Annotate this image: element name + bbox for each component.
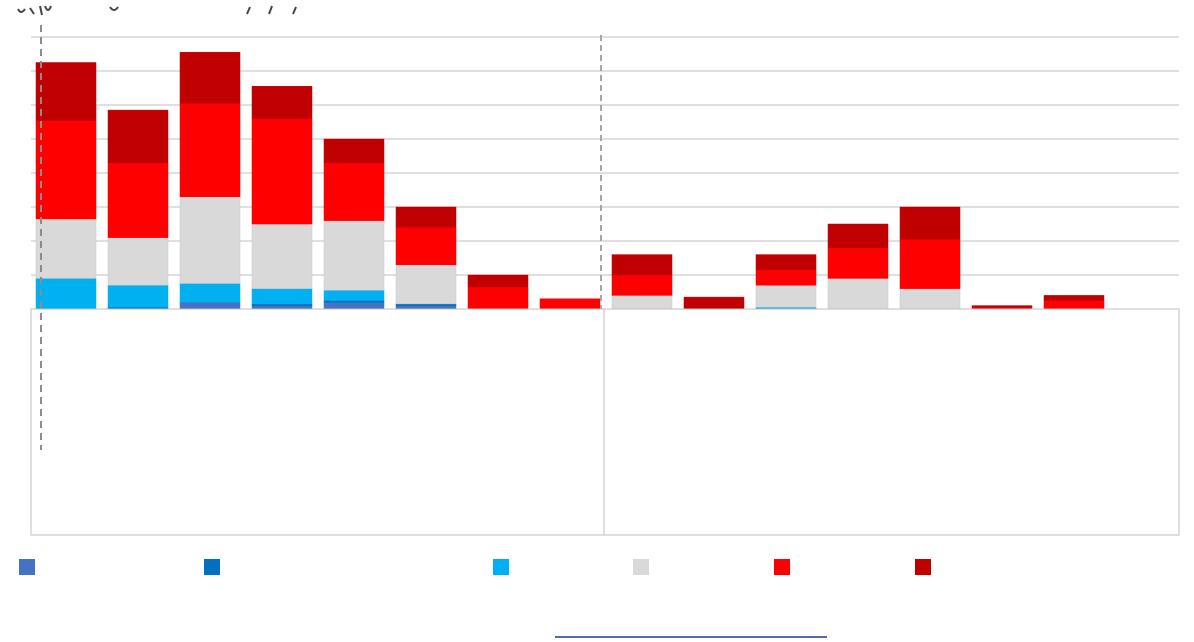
bar-segment-2-series-3 [107,284,169,308]
legend-swatch-series-6 [915,559,931,575]
bar-segment-3-series-5 [179,103,241,198]
bar-segment-7-series-6 [467,274,529,288]
bar-segment-3-series-4 [179,196,241,284]
bar-segment-3-series-6 [179,52,241,104]
bar-segment-9-series-5 [611,274,673,296]
bar-segment-5-series-2 [323,300,385,303]
bar-segment-7-series-5 [467,286,529,310]
bar-segment-9-series-4 [611,295,673,310]
bar-segment-4-series-4 [251,223,313,289]
bar-segment-4-series-5 [251,118,313,225]
bar-segment-4-series-3 [251,288,313,305]
bar-segment-14-series-6 [971,305,1033,308]
bar-segment-1-series-5 [35,120,97,220]
bar-segment-12-series-6 [827,223,889,249]
bar-segment-2-series-6 [107,109,169,164]
legend-swatch-series-1 [19,559,35,575]
bottom-decorative-line [555,636,827,638]
bar-segment-11-series-4 [755,284,817,308]
bar-segment-6-series-6 [395,206,457,228]
bar-segment-9-series-6 [611,254,673,276]
bar-segment-3-series-3 [179,283,241,303]
bar-segment-6-series-5 [395,227,457,266]
bar-segment-13-series-6 [899,206,961,240]
legend-swatch-series-4 [633,559,649,575]
legend-swatch-series-3 [493,559,509,575]
bar-segment-12-series-5 [827,247,889,279]
bar-segment-5-series-5 [323,162,385,221]
bar-segment-5-series-1 [323,301,385,310]
bar-segment-4-series-6 [251,86,313,119]
bar-segment-2-series-4 [107,237,169,286]
bars [35,52,1105,310]
bar-segment-5-series-3 [323,290,385,301]
bar-segment-6-series-1 [395,305,457,310]
lower-panel-frame [30,308,1180,536]
bar-segment-2-series-5 [107,162,169,238]
bar-segment-6-series-4 [395,264,457,305]
cropped-title-fragment [17,5,297,16]
bar-segment-12-series-4 [827,278,889,310]
bar-segment-10-series-6 [683,296,745,310]
bar-segment-3-series-1 [179,301,241,310]
bar-segment-11-series-6 [755,254,817,271]
bar-segment-13-series-5 [899,239,961,289]
bar-segment-4-series-1 [251,305,313,310]
bar-segment-5-series-4 [323,220,385,291]
bar-segment-4-series-2 [251,303,313,306]
bar-segment-1-series-3 [35,278,97,310]
bar-segment-1-series-4 [35,218,97,279]
bar-segment-11-series-5 [755,269,817,286]
bar-segment-15-series-5 [1043,300,1105,310]
legend-swatch-series-2 [204,559,220,575]
bar-segment-8-series-5 [539,298,601,310]
bar-segment-13-series-4 [899,288,961,310]
bar-segment-5-series-6 [323,138,385,164]
legend-swatch-series-5 [774,559,790,575]
bar-segment-15-series-6 [1043,295,1105,301]
bar-segment-6-series-2 [395,303,457,306]
bar-segment-1-series-6 [35,62,97,121]
